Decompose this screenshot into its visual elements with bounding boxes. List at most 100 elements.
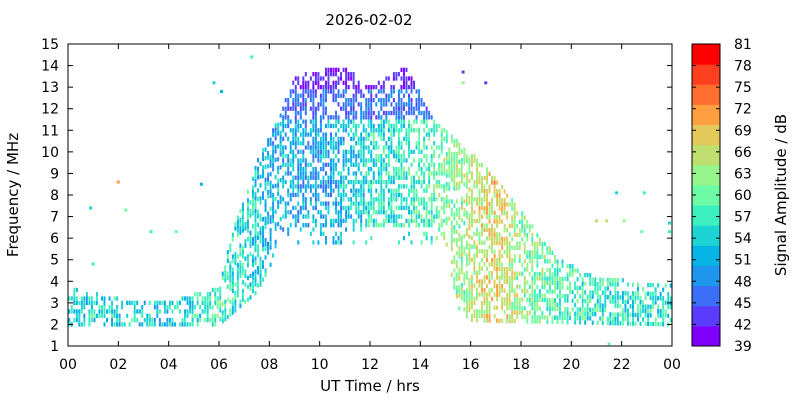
heat-cell xyxy=(204,305,206,309)
heat-cell xyxy=(494,180,496,184)
heat-cell xyxy=(385,163,387,167)
heat-cell xyxy=(577,316,579,320)
heat-cell xyxy=(436,206,438,210)
heat-cell xyxy=(355,154,357,158)
heat-cell xyxy=(619,321,621,325)
heat-cell xyxy=(481,301,483,305)
heat-cell xyxy=(411,150,413,154)
heat-cell xyxy=(378,167,380,171)
colorbar-tick-label: 51 xyxy=(734,253,752,269)
heat-cell xyxy=(436,214,438,218)
heat-cell xyxy=(441,232,443,236)
heat-cell xyxy=(413,201,415,205)
heat-cell xyxy=(262,234,264,238)
heat-cell xyxy=(411,201,413,205)
heat-cell xyxy=(333,141,335,145)
heat-cell xyxy=(239,209,241,213)
heat-cell xyxy=(315,206,317,210)
heat-cell xyxy=(320,150,322,154)
heat-cell xyxy=(262,247,264,251)
heat-cell xyxy=(373,124,375,128)
heat-cell xyxy=(393,214,395,218)
heat-cell xyxy=(426,184,428,188)
heat-cell xyxy=(448,199,450,203)
heat-cell xyxy=(312,137,314,141)
heat-cell xyxy=(511,271,513,275)
heat-cell xyxy=(88,314,90,318)
heat-cell xyxy=(574,312,576,316)
heat-cell xyxy=(232,302,234,306)
heat-cell xyxy=(405,171,407,175)
heat-cell xyxy=(405,219,407,223)
heat-cell xyxy=(428,210,430,214)
heat-cell xyxy=(345,154,347,158)
heat-cell xyxy=(569,290,571,294)
heat-cell xyxy=(325,180,327,184)
heat-cell xyxy=(179,301,181,305)
heat-cell xyxy=(403,120,405,124)
heat-cell xyxy=(456,286,458,290)
heat-cell xyxy=(405,137,407,141)
heat-cell xyxy=(393,124,395,128)
isolated-point xyxy=(200,183,203,186)
heat-cell xyxy=(348,210,350,214)
heat-cell xyxy=(463,160,465,164)
heat-cell xyxy=(360,107,362,111)
heat-cell xyxy=(109,296,111,300)
heat-cell xyxy=(446,217,448,221)
heat-cell xyxy=(551,281,553,285)
heat-cell xyxy=(509,289,511,293)
heat-cell xyxy=(88,322,90,326)
heat-cell xyxy=(335,180,337,184)
heat-cell xyxy=(572,299,574,303)
heat-cell xyxy=(647,305,649,309)
heat-cell xyxy=(516,310,518,314)
heat-cell xyxy=(584,290,586,294)
heat-cell xyxy=(446,199,448,203)
heat-cell xyxy=(109,305,111,309)
heat-cell xyxy=(395,107,397,111)
heat-cell xyxy=(599,303,601,307)
heat-cell xyxy=(320,180,322,184)
heat-cell xyxy=(416,145,418,149)
heat-cell xyxy=(607,295,609,299)
heat-cell xyxy=(81,305,83,309)
heat-cell xyxy=(463,307,465,311)
heat-cell xyxy=(254,222,256,226)
heat-cell xyxy=(159,301,161,305)
heat-cell xyxy=(652,300,654,304)
y-axis-title: Frequency / MHz xyxy=(4,133,22,257)
heat-cell xyxy=(343,150,345,154)
isolated-point xyxy=(484,81,487,84)
heat-cell xyxy=(524,306,526,310)
heat-cell xyxy=(83,301,85,305)
heat-cell xyxy=(408,120,410,124)
heat-cell xyxy=(322,85,324,89)
heat-cell xyxy=(380,206,382,210)
heat-cell xyxy=(418,180,420,184)
heat-cell xyxy=(526,298,528,302)
heat-cell xyxy=(239,248,241,252)
heat-cell xyxy=(599,286,601,290)
heat-cell xyxy=(546,298,548,302)
heat-cell xyxy=(499,232,501,236)
heat-cell xyxy=(272,167,274,171)
heat-cell xyxy=(159,318,161,322)
heat-cell xyxy=(463,294,465,298)
heat-cell xyxy=(327,184,329,188)
heat-cell xyxy=(383,180,385,184)
heat-cell xyxy=(380,107,382,111)
heat-cell xyxy=(400,167,402,171)
heat-cell xyxy=(234,291,236,295)
heat-cell xyxy=(599,316,601,320)
heat-cell xyxy=(270,155,272,159)
heat-cell xyxy=(222,302,224,306)
heat-cell xyxy=(441,219,443,223)
heat-cell xyxy=(267,190,269,194)
heat-cell xyxy=(484,279,486,283)
heat-cell xyxy=(484,223,486,227)
heat-cell xyxy=(320,145,322,149)
heat-cell xyxy=(254,183,256,187)
heat-cell xyxy=(134,314,136,318)
heat-cell xyxy=(297,201,299,205)
